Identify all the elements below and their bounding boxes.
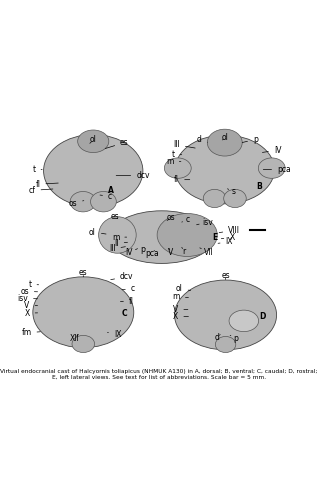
Text: isv: isv xyxy=(17,294,38,303)
Text: dcv: dcv xyxy=(116,171,150,180)
Text: c: c xyxy=(100,192,112,201)
Text: ol: ol xyxy=(90,136,97,144)
Ellipse shape xyxy=(229,310,259,332)
Text: es: es xyxy=(79,268,88,278)
Text: VIII: VIII xyxy=(219,226,240,234)
Ellipse shape xyxy=(224,190,246,208)
Text: ol: ol xyxy=(176,284,190,294)
Text: IV: IV xyxy=(125,248,137,257)
Text: m: m xyxy=(166,157,181,166)
Text: IV: IV xyxy=(262,146,281,154)
Text: t: t xyxy=(171,150,182,159)
Text: r: r xyxy=(182,246,185,256)
Ellipse shape xyxy=(70,192,96,212)
Ellipse shape xyxy=(99,216,136,253)
Text: c: c xyxy=(122,284,135,294)
Ellipse shape xyxy=(203,190,226,208)
Text: III: III xyxy=(173,140,195,149)
Text: t: t xyxy=(32,165,42,174)
Ellipse shape xyxy=(175,135,274,204)
Ellipse shape xyxy=(72,336,94,352)
Ellipse shape xyxy=(44,134,143,207)
Text: es: es xyxy=(110,212,119,221)
Text: pca: pca xyxy=(263,165,291,174)
Text: d: d xyxy=(197,135,207,144)
Text: Virtual endocranial cast of Halcyornis toliapicus (NHMUK A130) in A, dorsal; B, : Virtual endocranial cast of Halcyornis t… xyxy=(0,370,318,380)
Ellipse shape xyxy=(175,280,277,350)
Text: X: X xyxy=(221,232,235,241)
Ellipse shape xyxy=(258,158,285,178)
Text: p: p xyxy=(230,334,238,342)
Text: p: p xyxy=(242,135,258,144)
Text: os: os xyxy=(20,287,38,296)
Text: II: II xyxy=(114,239,128,248)
Text: B: B xyxy=(256,182,262,190)
Ellipse shape xyxy=(215,336,236,352)
Text: es: es xyxy=(221,271,230,280)
Text: s: s xyxy=(227,187,235,196)
Text: V: V xyxy=(168,248,173,257)
Text: A: A xyxy=(108,186,114,196)
Text: cf: cf xyxy=(29,186,53,195)
Ellipse shape xyxy=(109,211,214,264)
Text: VII: VII xyxy=(200,248,214,256)
Ellipse shape xyxy=(207,129,242,156)
Text: IX: IX xyxy=(218,238,233,246)
Text: D: D xyxy=(259,312,265,321)
Text: os: os xyxy=(68,198,84,207)
Text: fl: fl xyxy=(174,175,190,184)
Ellipse shape xyxy=(78,130,109,152)
Text: fl: fl xyxy=(121,296,134,306)
Text: dcv: dcv xyxy=(111,272,134,281)
Text: E: E xyxy=(213,232,218,241)
Ellipse shape xyxy=(91,192,116,212)
Text: t: t xyxy=(28,280,39,289)
Ellipse shape xyxy=(157,214,217,256)
Text: ol: ol xyxy=(89,228,106,236)
Text: fm: fm xyxy=(21,328,40,337)
Text: ol: ol xyxy=(221,133,228,142)
Text: pca: pca xyxy=(145,248,159,258)
Text: V: V xyxy=(24,300,38,310)
Text: d: d xyxy=(215,332,220,342)
Text: p: p xyxy=(141,246,146,254)
Text: XII: XII xyxy=(70,334,79,342)
Text: os: os xyxy=(167,214,176,222)
Ellipse shape xyxy=(33,277,134,347)
Text: V: V xyxy=(173,305,188,314)
Text: C: C xyxy=(122,310,128,318)
Text: m: m xyxy=(112,232,127,241)
Text: isv: isv xyxy=(197,218,213,226)
Text: m: m xyxy=(173,292,189,302)
Text: c: c xyxy=(182,215,190,224)
Text: X: X xyxy=(24,308,38,318)
Text: IX: IX xyxy=(107,330,121,339)
Text: fl: fl xyxy=(35,180,58,188)
Text: III: III xyxy=(109,244,125,254)
Ellipse shape xyxy=(164,158,191,178)
Text: es: es xyxy=(105,138,129,148)
Text: X: X xyxy=(173,312,189,321)
